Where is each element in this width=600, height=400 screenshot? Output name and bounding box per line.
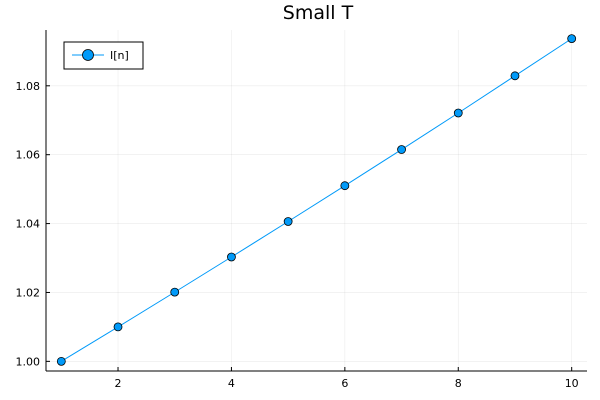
series-line [61,38,572,362]
x-axis-ticks: 2 4 6 8 10 [115,367,579,390]
data-point [397,145,406,154]
legend: I[n] [63,41,144,70]
x-tick-label: 2 [115,377,122,390]
grid [46,30,587,371]
data-point [113,322,123,332]
data-point [340,181,350,191]
y-tick-label: 1.08 [16,80,41,93]
data-point [510,71,520,81]
series-group [56,34,577,366]
x-tick-label: 6 [341,377,348,390]
y-tick-label: 1.02 [16,286,41,299]
y-tick-label: 1.06 [16,149,41,162]
data-point [567,34,577,44]
data-point [56,356,66,366]
data-point [453,108,463,118]
data-point [283,217,293,226]
y-axis-ticks: 1.00 1.02 1.04 1.06 1.08 [16,80,50,368]
y-tick-label: 1.00 [16,355,41,368]
legend-label: I[n] [110,49,129,62]
axes [45,30,587,372]
legend-marker-sample [82,49,94,61]
data-point [170,287,180,297]
x-tick-label: 8 [455,377,462,390]
y-tick-label: 1.04 [16,218,41,231]
x-tick-label: 10 [565,377,579,390]
chart-title: Small T [283,2,354,24]
x-tick-label: 4 [228,377,235,390]
data-point [227,252,236,262]
